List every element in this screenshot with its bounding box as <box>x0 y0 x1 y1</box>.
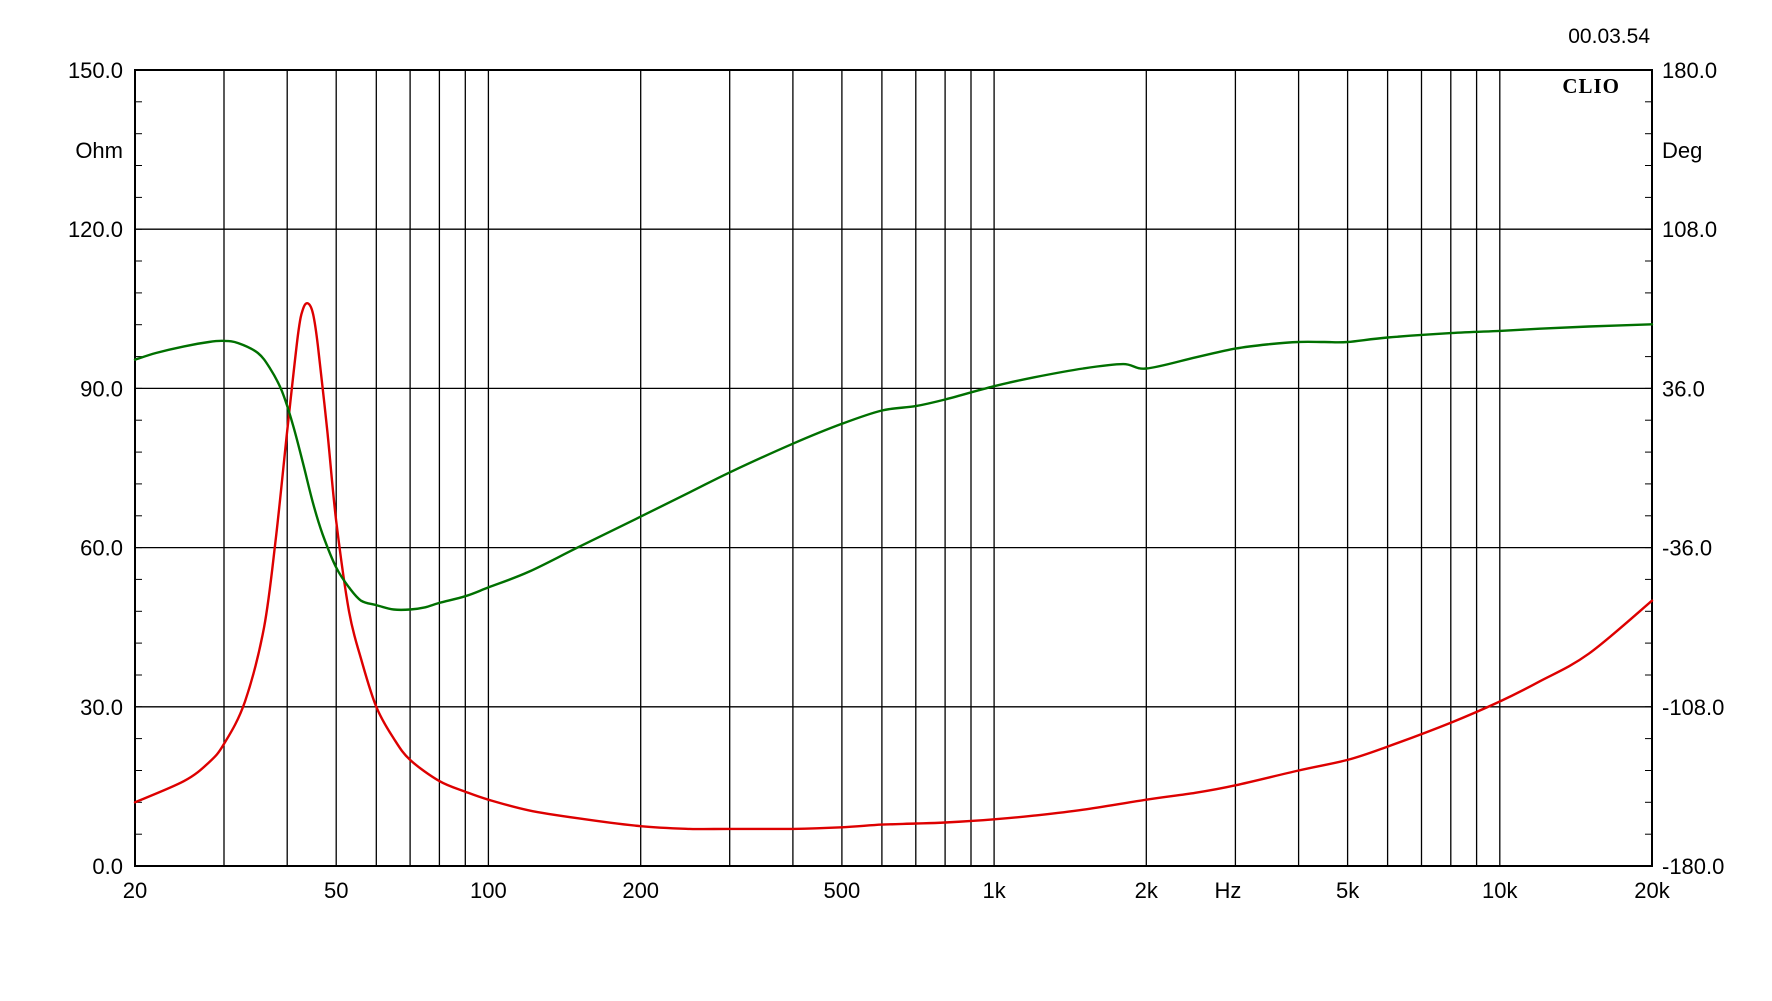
x-tick-label: 1k <box>982 878 1006 903</box>
brand-logo-text: CLIO <box>1562 74 1620 98</box>
x-tick-label: 100 <box>470 878 507 903</box>
left-axis-unit: Ohm <box>75 138 123 163</box>
timestamp-label: 00.03.54 <box>1568 25 1650 48</box>
phase-curve <box>133 323 1654 612</box>
x-tick-label: 10k <box>1482 878 1518 903</box>
left-y-tick-label: 0.0 <box>92 854 123 879</box>
left-y-tick-label: 90.0 <box>80 376 123 401</box>
plot-frame <box>134 69 1653 867</box>
grid-lines <box>135 70 1652 866</box>
right-y-tick-label: 36.0 <box>1662 376 1705 401</box>
x-tick-label: 2k <box>1135 878 1159 903</box>
series-layer <box>133 302 1654 831</box>
right-axis-unit: Deg <box>1662 138 1702 163</box>
left-y-tick-label: 150.0 <box>68 58 123 83</box>
x-tick-label: 200 <box>622 878 659 903</box>
tick-labels: 20 50 100 200 500 1k 2k 5k 10k 20k 0.0 30.0 60.0 90.0… <box>68 58 1724 903</box>
left-y-tick-label: 30.0 <box>80 695 123 720</box>
right-y-tick-label: -36.0 <box>1662 536 1712 561</box>
axis-minor-ticks <box>135 69 1652 867</box>
impedance-curve <box>133 302 1654 831</box>
right-y-tick-label: -108.0 <box>1662 695 1724 720</box>
right-y-tick-label: 180.0 <box>1662 58 1717 83</box>
x-tick-label: 5k <box>1336 878 1360 903</box>
x-axis-label: Hz <box>1215 878 1242 903</box>
right-y-tick-label: -180.0 <box>1662 854 1724 879</box>
x-tick-label: 500 <box>824 878 861 903</box>
right-y-tick-label: 108.0 <box>1662 217 1717 242</box>
x-tick-label: 20k <box>1634 878 1670 903</box>
left-y-tick-label: 120.0 <box>68 217 123 242</box>
x-tick-label: 50 <box>324 878 348 903</box>
x-tick-label: 20 <box>123 878 147 903</box>
left-y-tick-label: 60.0 <box>80 536 123 561</box>
